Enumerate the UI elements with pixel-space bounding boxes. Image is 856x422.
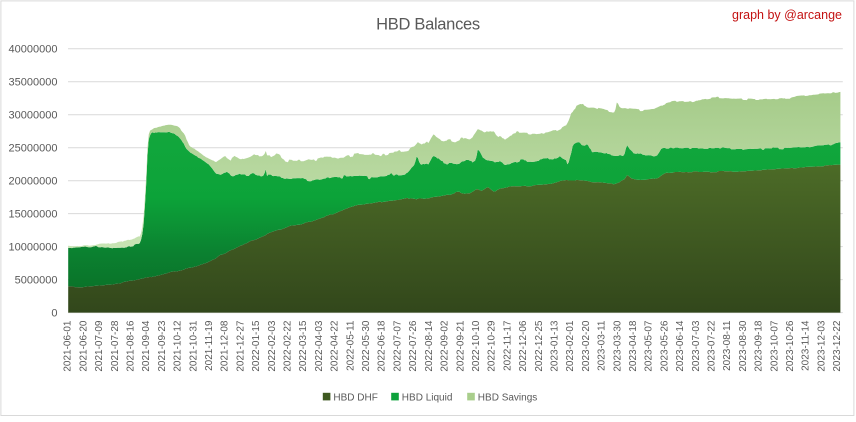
svg-text:2021-07-09: 2021-07-09 [94,320,105,372]
svg-text:2023-05-26: 2023-05-26 [659,320,670,372]
svg-text:2023-02-20: 2023-02-20 [581,320,592,372]
svg-text:2022-05-11: 2022-05-11 [345,320,356,371]
svg-text:HBD DHF: HBD DHF [333,392,377,403]
svg-text:2022-11-17: 2022-11-17 [502,320,513,371]
svg-text:2022-02-03: 2022-02-03 [267,320,278,372]
svg-text:2022-01-15: 2022-01-15 [251,320,262,372]
svg-text:2021-06-01: 2021-06-01 [63,320,74,372]
svg-text:2022-12-25: 2022-12-25 [534,320,545,372]
svg-text:5000000: 5000000 [15,274,58,286]
svg-text:2023-10-26: 2023-10-26 [785,320,796,372]
svg-text:20000000: 20000000 [9,176,58,188]
svg-text:2023-12-03: 2023-12-03 [816,320,827,372]
svg-text:30000000: 30000000 [9,110,58,122]
svg-text:25000000: 25000000 [9,143,58,155]
svg-text:35000000: 35000000 [9,77,58,89]
svg-text:HBD Liquid: HBD Liquid [402,392,453,403]
svg-text:2022-10-10: 2022-10-10 [471,320,482,372]
svg-text:0: 0 [51,307,57,319]
svg-text:2021-11-19: 2021-11-19 [204,320,215,371]
svg-text:2022-04-03: 2022-04-03 [314,320,325,372]
svg-text:2022-03-15: 2022-03-15 [298,320,309,372]
svg-text:2023-05-07: 2023-05-07 [644,320,655,372]
svg-text:HBD Balances: HBD Balances [376,16,480,34]
svg-text:HBD Savings: HBD Savings [478,392,537,403]
svg-text:2023-03-30: 2023-03-30 [612,320,623,372]
svg-text:2023-06-14: 2023-06-14 [675,320,686,372]
svg-text:2023-10-07: 2023-10-07 [769,320,780,372]
svg-text:10000000: 10000000 [9,241,58,253]
svg-text:2023-09-18: 2023-09-18 [754,320,765,372]
svg-text:2021-10-31: 2021-10-31 [188,320,199,372]
svg-text:2021-12-08: 2021-12-08 [220,320,231,372]
svg-text:2022-09-02: 2022-09-02 [440,320,451,372]
svg-text:2023-08-11: 2023-08-11 [722,320,733,371]
svg-text:2021-08-16: 2021-08-16 [126,320,137,372]
svg-text:2022-06-18: 2022-06-18 [377,320,388,372]
svg-text:2021-07-28: 2021-07-28 [110,320,121,372]
svg-text:2023-11-14: 2023-11-14 [801,320,812,371]
svg-text:2023-07-03: 2023-07-03 [691,320,702,372]
svg-text:2022-07-07: 2022-07-07 [392,320,403,372]
svg-text:2023-03-11: 2023-03-11 [597,320,608,371]
svg-text:2023-01-13: 2023-01-13 [550,320,561,372]
svg-text:2021-06-20: 2021-06-20 [78,320,89,372]
svg-text:2021-09-23: 2021-09-23 [157,320,168,372]
svg-text:2022-12-06: 2022-12-06 [518,320,529,372]
svg-text:2022-07-26: 2022-07-26 [408,320,419,372]
svg-text:2023-08-30: 2023-08-30 [738,320,749,372]
svg-text:2022-04-22: 2022-04-22 [330,320,341,372]
svg-text:2022-05-30: 2022-05-30 [361,320,372,372]
svg-text:2022-02-22: 2022-02-22 [283,320,294,372]
svg-text:2023-04-18: 2023-04-18 [628,320,639,372]
svg-text:2022-10-29: 2022-10-29 [487,320,498,372]
svg-text:2023-07-22: 2023-07-22 [707,320,718,372]
svg-text:2021-12-27: 2021-12-27 [235,320,246,372]
svg-text:2021-09-04: 2021-09-04 [141,320,152,372]
svg-text:2021-10-12: 2021-10-12 [173,320,184,372]
svg-text:2023-02-01: 2023-02-01 [565,320,576,372]
svg-text:graph by @arcange: graph by @arcange [732,8,842,22]
svg-text:40000000: 40000000 [9,44,58,56]
svg-text:15000000: 15000000 [9,208,58,220]
svg-text:2023-12-22: 2023-12-22 [832,320,843,372]
svg-text:2022-08-14: 2022-08-14 [424,320,435,372]
svg-text:2022-09-21: 2022-09-21 [455,320,466,372]
